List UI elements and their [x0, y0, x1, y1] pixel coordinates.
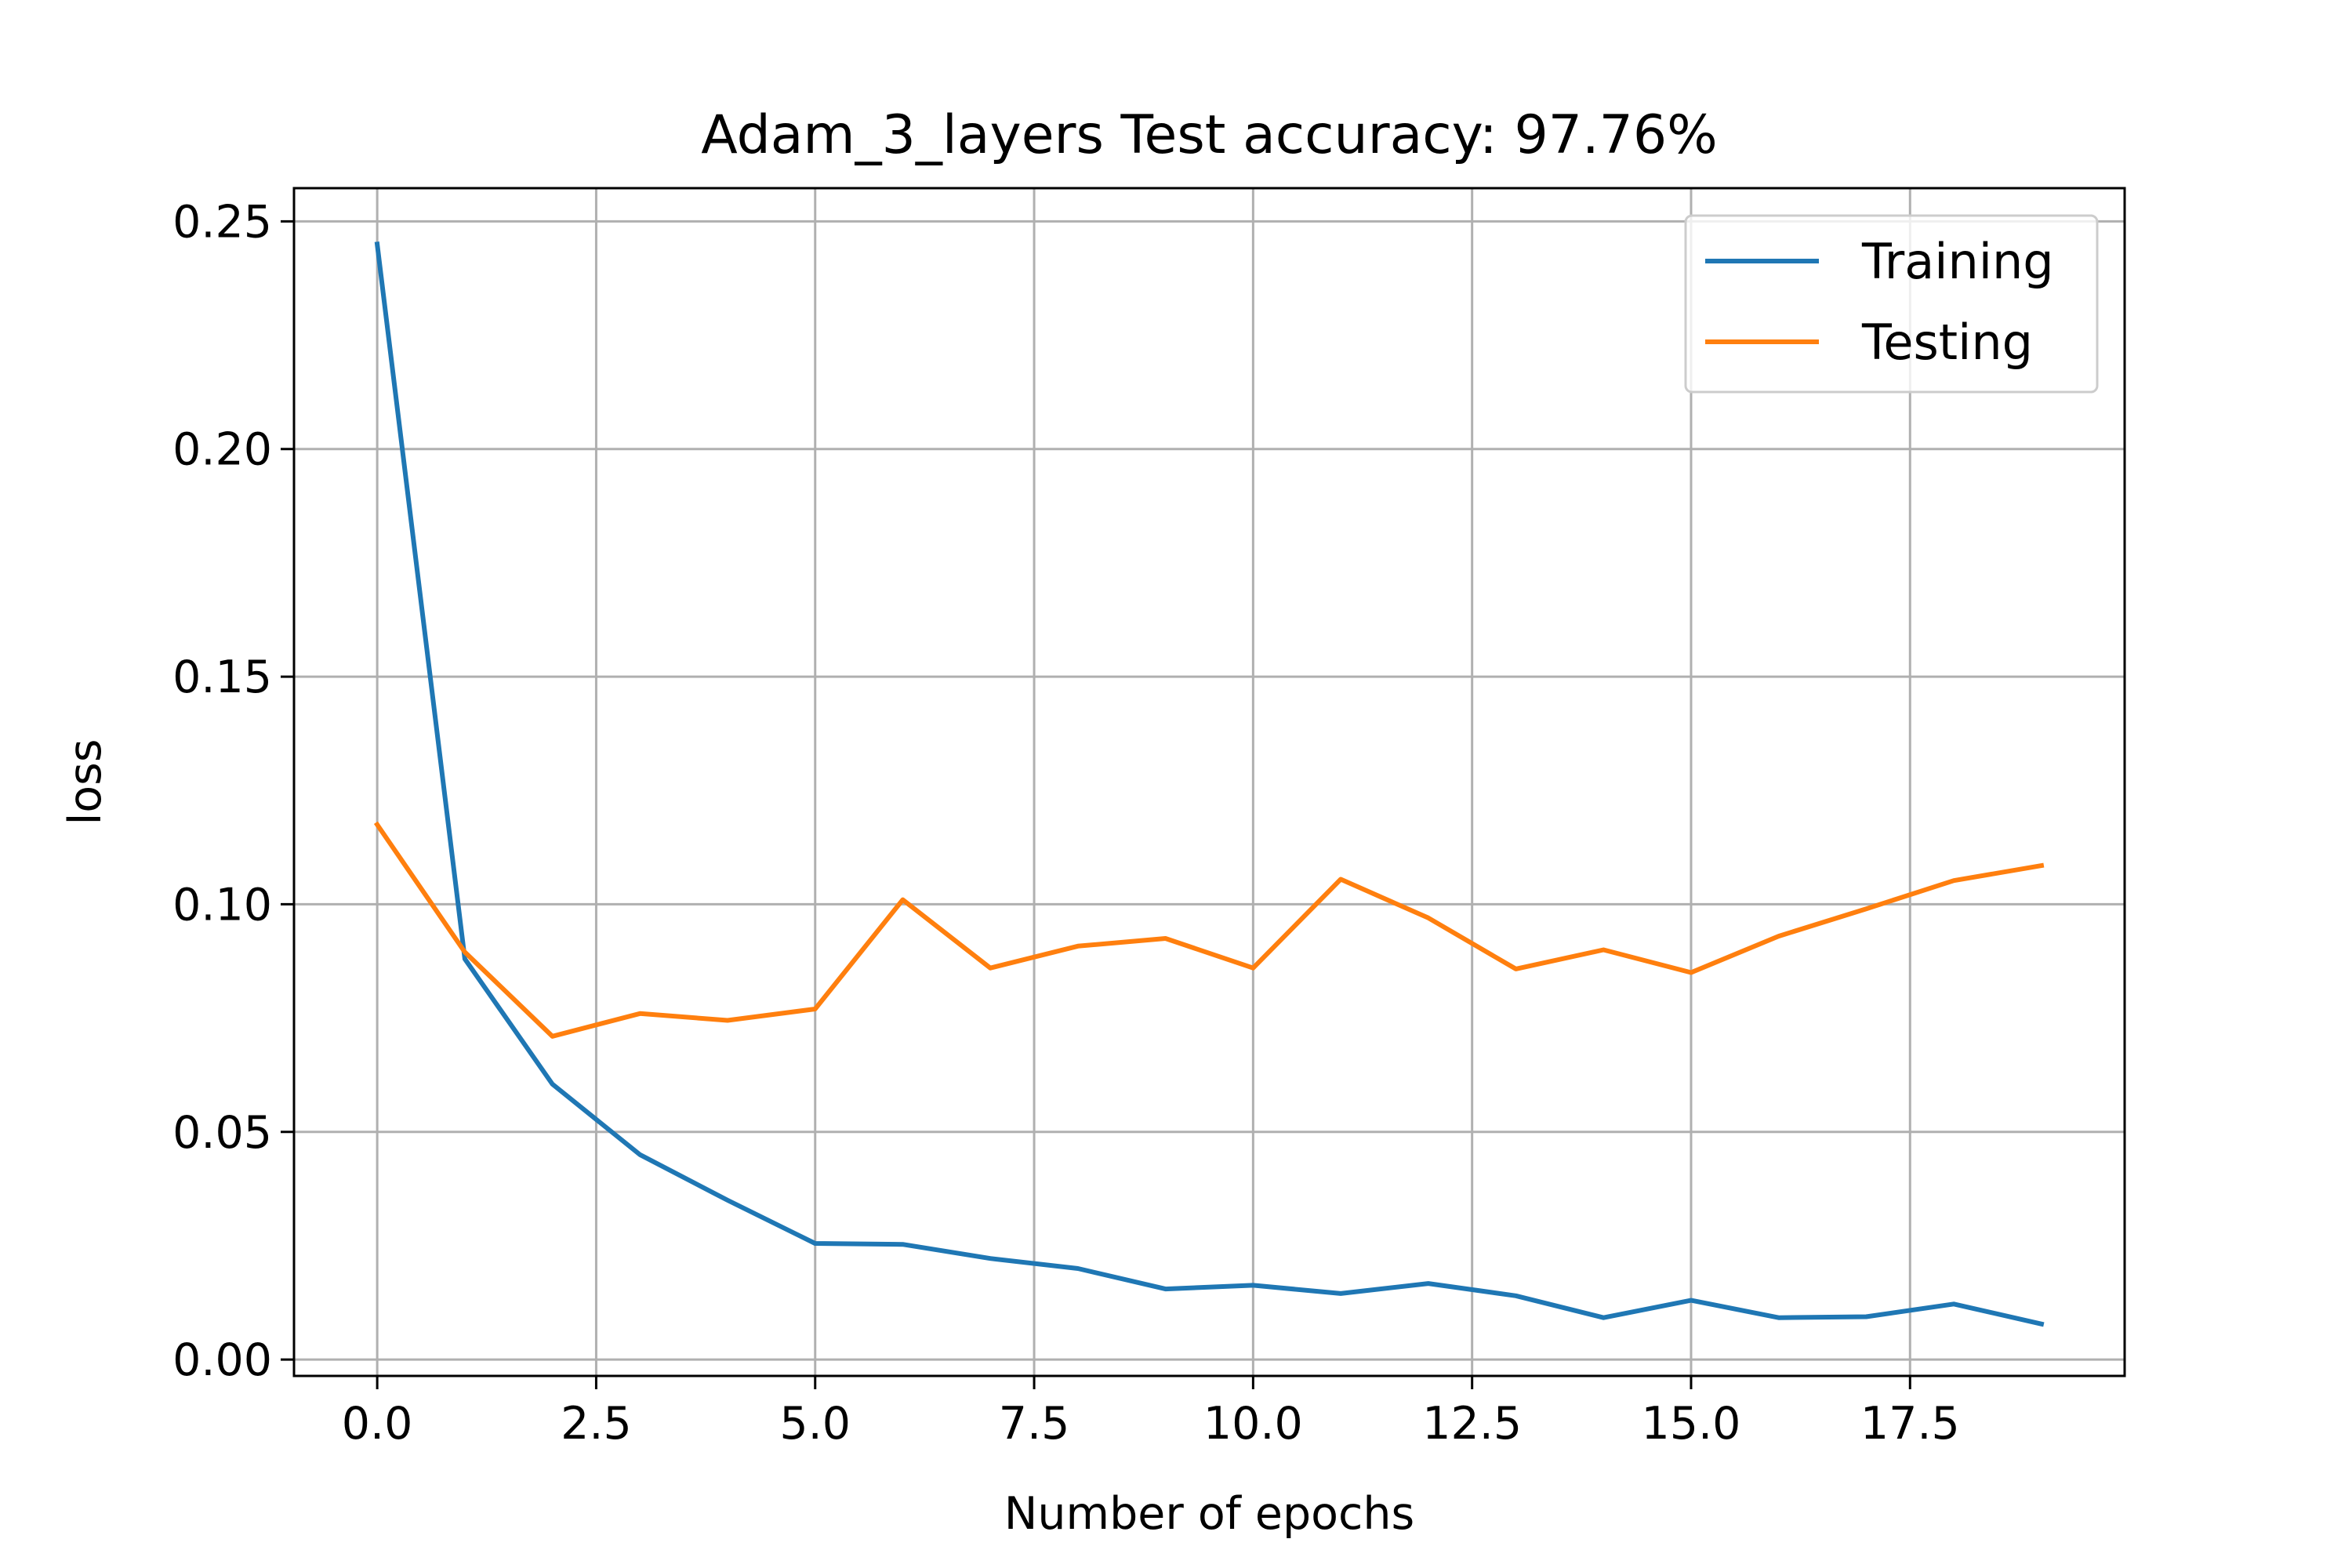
x-tick-label: 17.5: [1860, 1398, 1960, 1450]
y-tick-label: 0.00: [172, 1334, 272, 1386]
x-tick-label: 2.5: [561, 1398, 632, 1450]
chart-title: Adam_3_layers Test accuracy: 97.76%: [701, 104, 1717, 166]
x-tick-label: 5.0: [779, 1398, 851, 1450]
legend-label-training: Training: [1861, 233, 2054, 290]
y-tick-label: 0.10: [172, 879, 272, 931]
x-tick-label: 12.5: [1422, 1398, 1522, 1450]
legend: Training Testing: [1684, 214, 2099, 394]
y-axis-label: loss: [60, 739, 111, 825]
x-tick-label: 7.5: [999, 1398, 1070, 1450]
y-tick-label: 0.15: [172, 652, 272, 703]
x-tick-label: 0.0: [342, 1398, 413, 1450]
axis-ticks: 0.0 2.5 5.0 7.5 10.0 12.5 15.0 17.5 0.00 0.05 0.10…: [172, 196, 1960, 1450]
y-tick-label: 0.25: [172, 196, 272, 248]
series-lines: [373, 241, 2045, 1327]
x-tick-label: 15.0: [1642, 1398, 1741, 1450]
y-tick-label: 0.05: [172, 1107, 272, 1159]
y-tick-label: 0.20: [172, 424, 272, 476]
x-axis-label: Number of epochs: [1004, 1488, 1414, 1540]
plot-area-frame: [292, 187, 2126, 1377]
x-tick-label: 10.0: [1203, 1398, 1303, 1450]
legend-label-testing: Testing: [1861, 314, 2033, 371]
series-line-training: [374, 241, 2045, 1327]
series-line-testing: [373, 821, 2045, 1039]
